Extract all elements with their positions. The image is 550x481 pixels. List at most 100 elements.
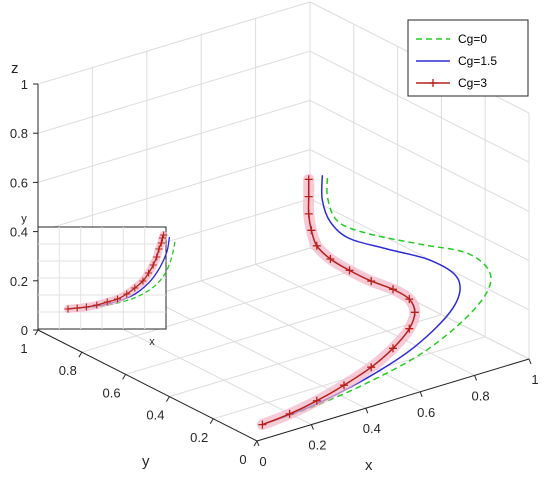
series-marker (258, 420, 267, 429)
y-tick-mark (34, 329, 39, 336)
z-tick-label: 1 (21, 77, 28, 92)
y-tick-mark (253, 440, 258, 447)
inset-x-label: x (149, 336, 155, 348)
z-tick-label: 0.4 (10, 225, 28, 240)
series-marker (312, 396, 321, 405)
x-tick-label: 0.8 (472, 388, 490, 403)
grid-line (125, 291, 398, 375)
z-tick-label: 0.8 (10, 126, 28, 141)
series-marker (345, 266, 354, 275)
inset-plot: xy (21, 213, 176, 348)
grid-line (81, 269, 354, 353)
inset-series-marker (145, 269, 153, 277)
series-marker (410, 308, 419, 317)
y-tick-mark (209, 418, 214, 425)
series-marker (312, 241, 321, 250)
grid-line (37, 50, 311, 134)
inset-series-marker (160, 231, 168, 239)
series-marker (389, 344, 397, 353)
x-tick-label: 0.4 (363, 421, 381, 436)
y-tick-label: 0.8 (59, 363, 77, 378)
y-tick-label: 0.4 (146, 408, 164, 423)
legend-label: Cg=0 (458, 32, 487, 46)
y-tick-mark (165, 396, 170, 402)
x-axis-label: x (365, 457, 373, 474)
grid-line (309, 50, 530, 163)
legend: Cg=0 Cg=1.5 Cg=3 (407, 19, 529, 97)
grid-line (92, 313, 312, 426)
series-line (262, 175, 461, 426)
y-axis-label: y (142, 453, 150, 470)
inset-series-marker (73, 304, 81, 312)
series-line (262, 173, 492, 426)
grid-line (169, 314, 442, 398)
x-tick-label: 0.6 (417, 405, 435, 420)
grid-line (37, 99, 311, 183)
inset-series-marker (157, 239, 165, 247)
inset-series-line (67, 234, 165, 310)
z-axis-label: z (11, 60, 19, 77)
series-marker (405, 295, 414, 304)
x-tick-label: 0 (259, 454, 266, 469)
series-lines (256, 173, 492, 431)
inset-series-marker (155, 245, 163, 253)
y-tick-mark (78, 351, 83, 358)
x-tick-label: 1 (531, 372, 538, 387)
inset-series-marker (159, 234, 166, 242)
inset-series-marker (123, 290, 131, 298)
inset-series-marker (149, 261, 157, 269)
grid-line (37, 1, 311, 85)
grid-line (200, 280, 421, 393)
inset-series-marker (93, 301, 101, 309)
legend-marker (429, 79, 437, 87)
y-tick-label: 0 (239, 452, 246, 467)
y-tick-label: 0.6 (103, 385, 121, 400)
inset-series-marker (139, 277, 147, 285)
inset-series-marker (153, 253, 161, 261)
grid-line (309, 198, 530, 311)
x-tick-mark (474, 375, 478, 381)
x-tick-mark (310, 424, 314, 430)
grid-line (37, 149, 311, 233)
z-tick-label: 0.6 (10, 175, 28, 190)
series-marker (285, 409, 294, 418)
inset-series-marker (64, 305, 72, 313)
grid-line (309, 99, 530, 212)
x-axis-line (256, 358, 530, 442)
y-tick-label: 0.2 (190, 430, 208, 445)
series-marker (389, 285, 397, 294)
x-tick-mark (528, 358, 532, 365)
series-marker (304, 209, 313, 218)
z-tick-label: 0.2 (10, 274, 28, 289)
legend-label: Cg=3 (458, 76, 487, 90)
series-line (262, 179, 416, 426)
x-tick-label: 0.2 (308, 438, 326, 453)
inset-series-marker (82, 303, 90, 311)
inset-series-marker (114, 295, 121, 303)
grid-line (255, 263, 475, 376)
inset-y-label: y (21, 213, 27, 225)
y-tick-label: 1 (20, 341, 27, 356)
inset-series-marker (103, 298, 111, 306)
y-tick-mark (122, 374, 127, 380)
z-tick-label: 0 (21, 323, 28, 338)
series-marker (405, 324, 414, 333)
series-marker (367, 277, 376, 286)
x-tick-mark (256, 440, 260, 447)
inset-series-marker (131, 284, 139, 292)
series-marker (340, 381, 348, 390)
series-marker (304, 192, 313, 201)
series-marker (304, 175, 313, 184)
series-marker (326, 255, 335, 263)
y-axis-line (37, 329, 258, 442)
tick-labels: 0 0.2 0.4 0.6 0.8 1 0 0.2 0.4 0.6 0.8 1 0 0.2 0.4 0.6 0.… (10, 77, 539, 469)
series-marker (307, 226, 316, 235)
series-marker (367, 363, 376, 372)
grid-lines (37, 1, 530, 442)
legend-label: Cg=1.5 (458, 54, 497, 68)
grid-line (309, 149, 530, 262)
x-tick-mark (365, 408, 369, 414)
x-tick-mark (419, 391, 423, 397)
